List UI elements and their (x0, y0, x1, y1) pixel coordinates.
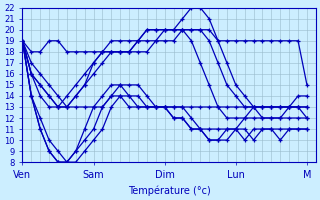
X-axis label: Température (°c): Température (°c) (128, 185, 211, 196)
